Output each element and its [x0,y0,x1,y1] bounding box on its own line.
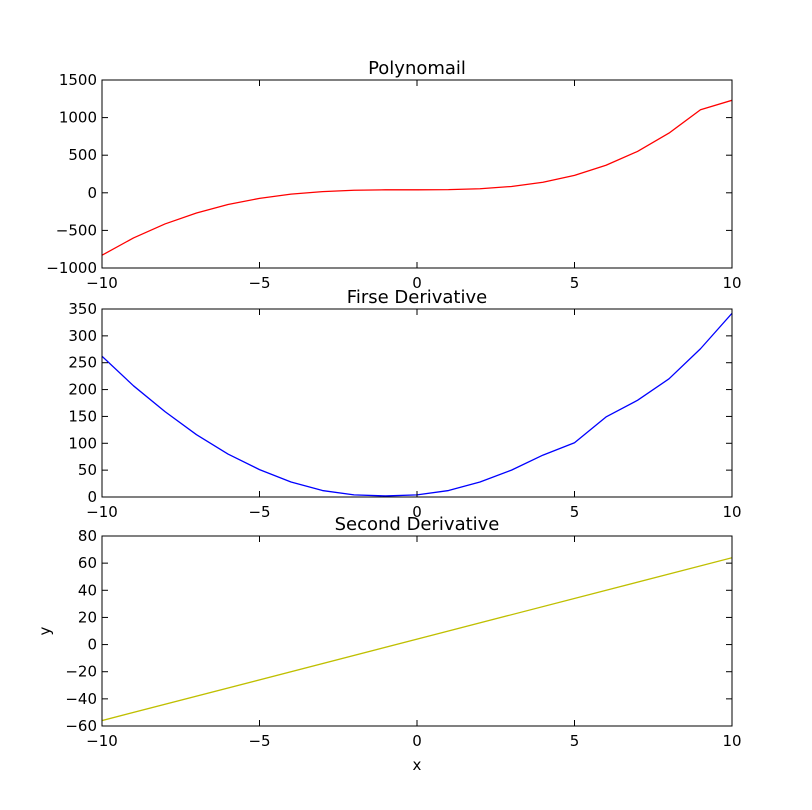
x-tick-label: 10 [722,732,741,750]
y-tick-label: 1000 [59,109,97,127]
y-tick-label: 500 [68,146,97,164]
x-tick-label: −10 [86,503,118,521]
x-tick-label: 0 [412,503,422,521]
y-tick-label: 300 [68,327,97,345]
x-tick-label: −10 [86,732,118,750]
y-tick-label: 250 [68,354,97,372]
y-tick-label: 100 [68,434,97,452]
subplot-title: Second Derivative [335,514,500,535]
y-tick-label: 0 [87,184,97,202]
plot-frame [101,79,733,269]
x-tick-label: 0 [412,274,422,292]
y-axis-label: y [36,626,54,635]
subplot-title: Polynomail [368,58,466,79]
y-tick-label: 40 [78,581,97,599]
series-line-1 [102,312,732,497]
x-axis-label: x [413,756,422,774]
subplot-title: Firse Derivative [347,287,487,308]
y-tick-label: −60 [65,717,97,735]
subplot-3: −10 −5 0 5 10 −60 −40 −20 0 20 40 60 80 Second Deriva… [36,514,742,774]
y-tick-label: 0 [87,636,97,654]
y-tick-label: −20 [65,663,97,681]
plot-frame [101,308,733,498]
y-tick-label: 200 [68,381,97,399]
x-tick-label: −5 [248,274,270,292]
y-tick-label: 150 [68,407,97,425]
x-tick-label: 10 [722,503,741,521]
y-tick-label: −40 [65,690,97,708]
y-tick-label: 50 [78,461,97,479]
y-tick-label: −1000 [46,259,97,277]
y-tick-label: 20 [78,608,97,626]
y-tick-label: 1500 [59,71,97,89]
x-tick-label: −10 [86,274,118,292]
y-tick-label: 350 [68,300,97,318]
y-tick-label: −500 [56,221,97,239]
y-tick-label: 0 [87,488,97,506]
y-tick-label: 60 [78,554,97,572]
series-line-1 [102,557,732,722]
x-tick-label: 5 [570,274,580,292]
x-tick-label: 10 [722,274,741,292]
x-tick-label: 5 [570,732,580,750]
x-tick-label: −5 [248,732,270,750]
x-tick-label: −5 [248,503,270,521]
subplot-1: −10 −5 0 5 10 −1000 −500 0 500 1000 1500 Polynomail [46,58,741,292]
x-tick-label: 5 [570,503,580,521]
series-line-1 [102,99,732,256]
plot-frame [101,535,733,727]
y-tick-label: 80 [78,527,97,545]
x-tick-label: 0 [412,732,422,750]
